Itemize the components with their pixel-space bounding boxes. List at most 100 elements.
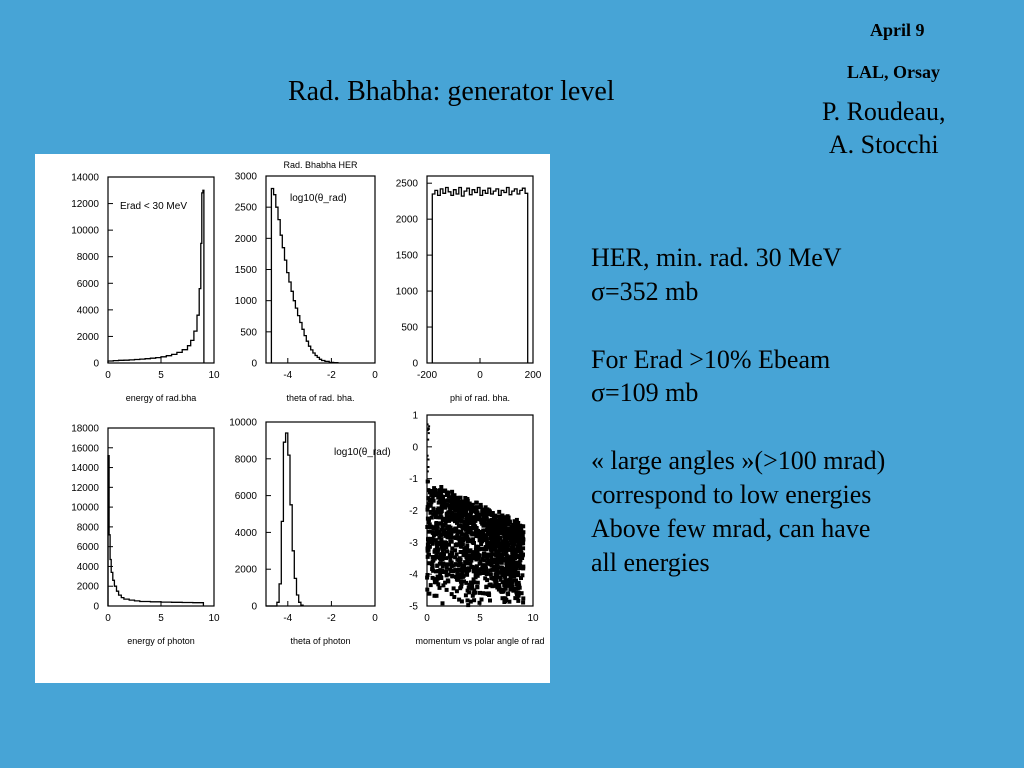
scatter-point (474, 554, 479, 559)
scatter-point (511, 572, 516, 577)
scatter-point (483, 563, 488, 568)
scatter-point (490, 528, 495, 533)
scatter-point (432, 549, 437, 554)
plot-frame (265, 421, 376, 607)
scatter-point (476, 547, 481, 552)
x-tick-label: -200 (417, 370, 437, 381)
y-tick-label: 10000 (71, 503, 99, 514)
scatter-point (438, 496, 443, 501)
scatter-point (485, 592, 490, 596)
scatter-point (439, 537, 444, 542)
scatter-point (504, 548, 509, 553)
scatter-point (432, 486, 437, 491)
scatter-point (493, 514, 498, 519)
scatter-point (478, 536, 483, 541)
scatter-point (433, 569, 438, 574)
scatter-point (431, 533, 436, 538)
scatter-point (478, 530, 482, 535)
scatter-point (456, 567, 461, 572)
scatter-point (459, 584, 464, 589)
scatter-point (516, 526, 521, 531)
scatter-point (504, 578, 509, 583)
scatter-point (503, 557, 508, 562)
scatter-point (439, 527, 444, 532)
scatter-point (505, 583, 510, 588)
scatter-point (471, 551, 476, 556)
scatter-point (441, 561, 446, 566)
scatter-point (485, 507, 490, 512)
scatter-point (479, 512, 484, 517)
scatter-point (495, 525, 500, 530)
scatter-point (427, 561, 432, 566)
scatter-point (428, 510, 433, 515)
y-tick-label: -4 (409, 570, 418, 581)
scatter-point (427, 544, 432, 549)
scatter-point (425, 573, 430, 577)
histogram-line (107, 455, 205, 606)
scatter-point (440, 524, 445, 529)
scatter-point (438, 572, 443, 577)
scatter-point (513, 596, 518, 601)
scatter-point (457, 597, 462, 602)
scatter-point (435, 524, 440, 529)
scatter-point (426, 454, 429, 457)
y-tick-label: 500 (401, 323, 418, 334)
scatter-point (512, 551, 517, 556)
scatter-point (503, 566, 508, 571)
scatter-point (462, 579, 466, 584)
scatter-point (465, 537, 470, 542)
scatter-point (436, 521, 441, 526)
scatter-point (502, 600, 507, 604)
scatter-point (444, 511, 449, 516)
scatter-point (437, 488, 442, 493)
scatter-point (439, 508, 444, 513)
spacer (591, 410, 885, 444)
scatter-point (439, 515, 444, 520)
scatter-point (484, 509, 489, 514)
x-tick-label: 5 (158, 370, 164, 381)
scatter-point (495, 542, 500, 547)
scatter-point (494, 536, 499, 541)
scatter-point (481, 538, 486, 542)
scatter-point (463, 521, 468, 525)
scatter-point (489, 561, 494, 566)
scatter-point (459, 529, 464, 534)
y-tick-label: 8000 (235, 454, 258, 465)
scatter-point (514, 538, 519, 543)
scatter-point (453, 508, 458, 512)
scatter-point (466, 530, 471, 535)
scatter-point (475, 585, 480, 590)
scatter-point (504, 539, 509, 544)
scatter-point (491, 517, 496, 522)
scatter-point (448, 535, 453, 540)
scatter-point (515, 545, 520, 549)
x-tick-label: 0 (372, 370, 378, 381)
scatter-point (474, 500, 479, 505)
scatter-point (455, 570, 460, 575)
scatter-point (482, 547, 487, 552)
scatter-point (476, 532, 481, 537)
scatter-point (514, 582, 519, 587)
x-axis-label: theta of rad. bha. (286, 393, 354, 403)
scatter-point (458, 579, 463, 584)
scatter-point (471, 591, 476, 596)
scatter-point (470, 502, 475, 507)
scatter-point (438, 568, 443, 573)
scatter-point (474, 529, 479, 534)
scatter-point (425, 575, 430, 580)
scatter-point (500, 523, 505, 528)
scatter-point (482, 513, 487, 517)
scatter-point (469, 564, 474, 569)
scatter-point (512, 519, 517, 524)
y-tick-label: 4000 (77, 305, 100, 316)
scatter-point (505, 591, 510, 596)
scatter-point (473, 575, 478, 580)
scatter-point (458, 550, 463, 554)
x-tick-label: 10 (527, 613, 539, 624)
figure-panel: 0 2000 4000 6000 8000 10000 12000 14000 0 5 10 ener… (35, 154, 550, 683)
scatter-point (467, 517, 471, 522)
scatter-point (471, 526, 476, 531)
x-axis-label: energy of photon (127, 636, 195, 646)
scatter-point (459, 532, 464, 537)
scatter-point (498, 535, 502, 540)
